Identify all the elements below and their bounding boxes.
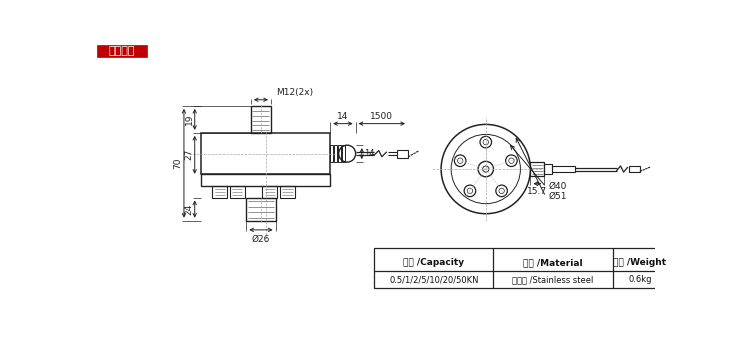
Bar xyxy=(342,145,345,162)
Bar xyxy=(545,164,552,174)
Text: 外形尺寸: 外形尺寸 xyxy=(108,46,135,56)
Text: 14: 14 xyxy=(364,149,374,158)
Bar xyxy=(330,145,334,162)
Text: 材料 /Material: 材料 /Material xyxy=(523,259,583,267)
Bar xyxy=(552,166,575,172)
Bar xyxy=(334,145,337,162)
Bar xyxy=(230,186,245,197)
Text: 14: 14 xyxy=(337,112,349,121)
Bar xyxy=(629,166,639,172)
Text: Ø51: Ø51 xyxy=(548,192,566,201)
Bar xyxy=(97,45,147,57)
Text: Ø40: Ø40 xyxy=(548,182,566,191)
Text: 量程 /Capacity: 量程 /Capacity xyxy=(403,259,464,267)
Text: Ø26: Ø26 xyxy=(252,235,270,244)
Bar xyxy=(280,186,295,197)
Text: 不銹鋼 /Stainless steel: 不銹鋼 /Stainless steel xyxy=(512,275,593,285)
Text: 重量 /Weight: 重量 /Weight xyxy=(613,259,666,267)
Text: 15.7: 15.7 xyxy=(527,187,548,196)
Bar xyxy=(201,133,330,174)
Text: 0.6kg: 0.6kg xyxy=(628,275,651,285)
Text: 70: 70 xyxy=(173,158,182,169)
Text: 24: 24 xyxy=(185,203,194,215)
Bar xyxy=(374,248,666,288)
Text: 27: 27 xyxy=(185,149,194,161)
Bar xyxy=(246,197,275,220)
Bar xyxy=(263,186,277,197)
Text: M12(2x): M12(2x) xyxy=(277,89,313,97)
Text: 1500: 1500 xyxy=(370,112,393,121)
Bar xyxy=(212,186,227,197)
Bar xyxy=(531,162,545,176)
Bar xyxy=(251,106,271,133)
Bar xyxy=(338,145,341,162)
Bar xyxy=(397,150,408,158)
Bar xyxy=(201,174,330,186)
Text: 0.5/1/2/5/10/20/50KN: 0.5/1/2/5/10/20/50KN xyxy=(389,275,479,285)
Text: 19: 19 xyxy=(185,114,194,125)
